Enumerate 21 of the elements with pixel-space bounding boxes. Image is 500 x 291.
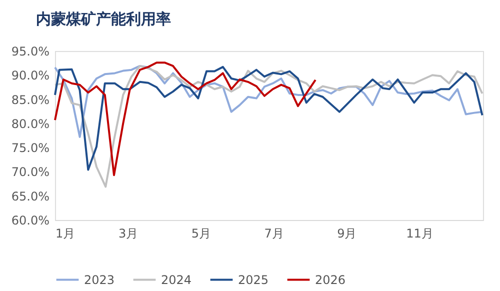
legend-label: 2024 — [161, 272, 192, 287]
x-tick-label: 9月 — [337, 226, 357, 240]
y-tick-label: 80.0% — [11, 116, 50, 131]
line-series — [54, 64, 484, 138]
y-tick-label: 70.0% — [11, 165, 50, 180]
chart-title: 内蒙煤矿产能利用率 — [36, 10, 171, 28]
x-tick-label: 5月 — [191, 226, 212, 240]
y-tick-label: 60.0% — [11, 214, 50, 228]
legend-label: 2026 — [315, 272, 346, 287]
y-tick-label: 75.0% — [11, 141, 50, 156]
legend-label: 2023 — [84, 272, 115, 287]
x-tick-label: 11月 — [406, 226, 434, 240]
x-tick-label: 3月 — [118, 226, 138, 240]
x-tick-label: 1月 — [56, 226, 76, 240]
x-tick-label: 7月 — [264, 226, 284, 240]
line-series — [54, 62, 316, 176]
legend-label: 2025 — [238, 272, 269, 287]
y-tick-label: 90.0% — [11, 68, 50, 83]
y-tick-label: 65.0% — [11, 189, 50, 204]
y-tick-label: 95.0% — [11, 44, 50, 58]
y-tick-label: 85.0% — [11, 92, 50, 107]
